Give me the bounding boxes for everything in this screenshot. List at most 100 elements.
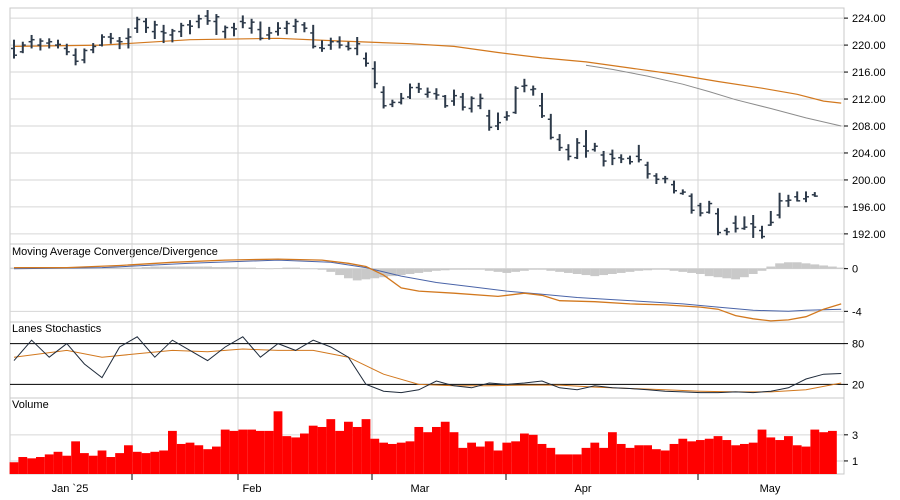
ohlc-bar bbox=[539, 92, 545, 118]
macd-histogram-bar bbox=[608, 268, 617, 274]
macd-histogram-bar bbox=[731, 268, 740, 280]
volume-bar bbox=[185, 442, 195, 474]
ohlc-bar bbox=[600, 150, 607, 167]
macd-histogram-bar bbox=[185, 266, 195, 269]
x-tick-label: May bbox=[760, 483, 781, 495]
macd-histogram-bar bbox=[748, 268, 758, 274]
volume-axis-labels: 31 bbox=[844, 430, 858, 468]
macd-histogram-bar bbox=[300, 268, 309, 270]
ohlc-bar bbox=[143, 18, 149, 33]
macd-histogram-bar bbox=[352, 268, 362, 281]
stochastics-title: Lanes Stochastics bbox=[12, 323, 102, 335]
macd-histogram-bar bbox=[370, 268, 380, 279]
volume-bar bbox=[784, 436, 793, 474]
ohlc-bar bbox=[715, 208, 721, 236]
ohlc-bar bbox=[266, 26, 273, 40]
ohlc-bar bbox=[477, 93, 484, 110]
macd-histogram-bar bbox=[660, 268, 670, 270]
macd-histogram-bar bbox=[572, 268, 582, 274]
y-tick-label: 3 bbox=[852, 430, 858, 442]
volume-bar bbox=[115, 453, 124, 474]
volume-bar bbox=[590, 442, 600, 474]
macd-histogram-bar bbox=[106, 267, 116, 269]
macd-histogram-bar bbox=[97, 267, 107, 269]
macd-histogram-bar bbox=[432, 268, 441, 271]
macd-histogram-bar bbox=[467, 268, 476, 270]
ohlc-bar bbox=[618, 154, 625, 164]
macd-histogram-bar bbox=[388, 268, 397, 277]
macd-histogram-bar bbox=[652, 268, 661, 270]
y-tick-label: 212.00 bbox=[852, 94, 886, 106]
macd-histogram-bar bbox=[379, 268, 388, 278]
macd-histogram-bar bbox=[810, 264, 820, 269]
volume-bar bbox=[203, 449, 212, 474]
macd-histogram-bar bbox=[124, 267, 133, 269]
macd-lines bbox=[13, 258, 842, 322]
ohlc-bar bbox=[169, 28, 176, 43]
macd-histogram-bar bbox=[590, 268, 600, 277]
macd-title: Moving Average Convergence/Divergence bbox=[12, 246, 218, 258]
macd-histogram-bar bbox=[458, 268, 468, 270]
ohlc-bar bbox=[583, 130, 589, 158]
volume-bar bbox=[484, 441, 494, 474]
ohlc-bar bbox=[213, 14, 220, 35]
ohlc-bar bbox=[556, 134, 563, 151]
macd-histogram-bar bbox=[476, 268, 485, 270]
ohlc-bar bbox=[11, 39, 17, 59]
y-tick-label: 192.00 bbox=[852, 229, 886, 241]
macd-histogram-bar bbox=[326, 268, 336, 272]
ohlc-bar bbox=[521, 78, 528, 93]
volume-bar bbox=[616, 443, 626, 474]
macd-histogram-bar bbox=[159, 266, 168, 269]
macd-histogram-bar bbox=[273, 268, 283, 269]
volume-bar bbox=[36, 457, 45, 474]
ohlc-bar bbox=[319, 40, 325, 52]
ohlc-bar bbox=[389, 99, 396, 108]
macd-histogram-bar bbox=[194, 266, 204, 269]
ohlc-bar bbox=[81, 48, 88, 64]
ohlc-bar bbox=[354, 36, 361, 56]
ohlc-bar bbox=[671, 180, 677, 194]
ohlc-bar bbox=[697, 202, 704, 217]
ohlc-bar bbox=[468, 96, 475, 113]
x-axis: Jan `25 Feb Mar Apr May bbox=[52, 474, 781, 495]
macd-histogram-bar bbox=[176, 266, 186, 269]
volume-bar bbox=[766, 437, 776, 474]
moving-average-gray bbox=[585, 64, 842, 127]
macd-histogram-bar bbox=[405, 268, 415, 274]
volume-bar bbox=[449, 432, 459, 474]
volume-bar bbox=[678, 438, 688, 474]
macd-histogram-bar bbox=[801, 263, 811, 269]
macd-histogram-bar bbox=[308, 268, 318, 270]
macd-histogram-bar bbox=[669, 268, 679, 271]
ohlc-bar bbox=[231, 22, 237, 37]
macd-histogram-bar bbox=[616, 268, 626, 273]
volume-bar bbox=[432, 426, 441, 474]
macd-histogram-bar bbox=[344, 268, 353, 279]
macd-histogram-bar bbox=[634, 268, 644, 271]
volume-bar bbox=[528, 434, 538, 474]
volume-bar bbox=[581, 447, 591, 474]
volume-bar bbox=[361, 419, 371, 474]
moving-average-orange bbox=[13, 37, 842, 104]
volume-bar bbox=[212, 446, 221, 474]
ohlc-bar bbox=[415, 82, 422, 93]
volume-bar bbox=[388, 443, 397, 474]
ohlc-bar bbox=[125, 28, 132, 49]
volume-bar bbox=[335, 430, 344, 474]
ohlc-bar bbox=[662, 175, 669, 184]
ohlc-bar bbox=[37, 38, 44, 51]
volume-bar bbox=[740, 443, 749, 474]
volume-bar bbox=[62, 455, 72, 474]
ohlc-bar bbox=[767, 210, 774, 226]
macd-histogram-bar bbox=[713, 268, 723, 278]
ohlc-bar bbox=[283, 20, 290, 35]
volume-bar bbox=[80, 453, 89, 474]
volume-bar bbox=[722, 440, 732, 474]
ohlc-bar bbox=[151, 20, 158, 40]
volume-bar bbox=[27, 458, 36, 474]
ohlc-bar bbox=[107, 32, 114, 44]
volume-bar bbox=[801, 446, 811, 474]
volume-bar bbox=[625, 447, 635, 474]
